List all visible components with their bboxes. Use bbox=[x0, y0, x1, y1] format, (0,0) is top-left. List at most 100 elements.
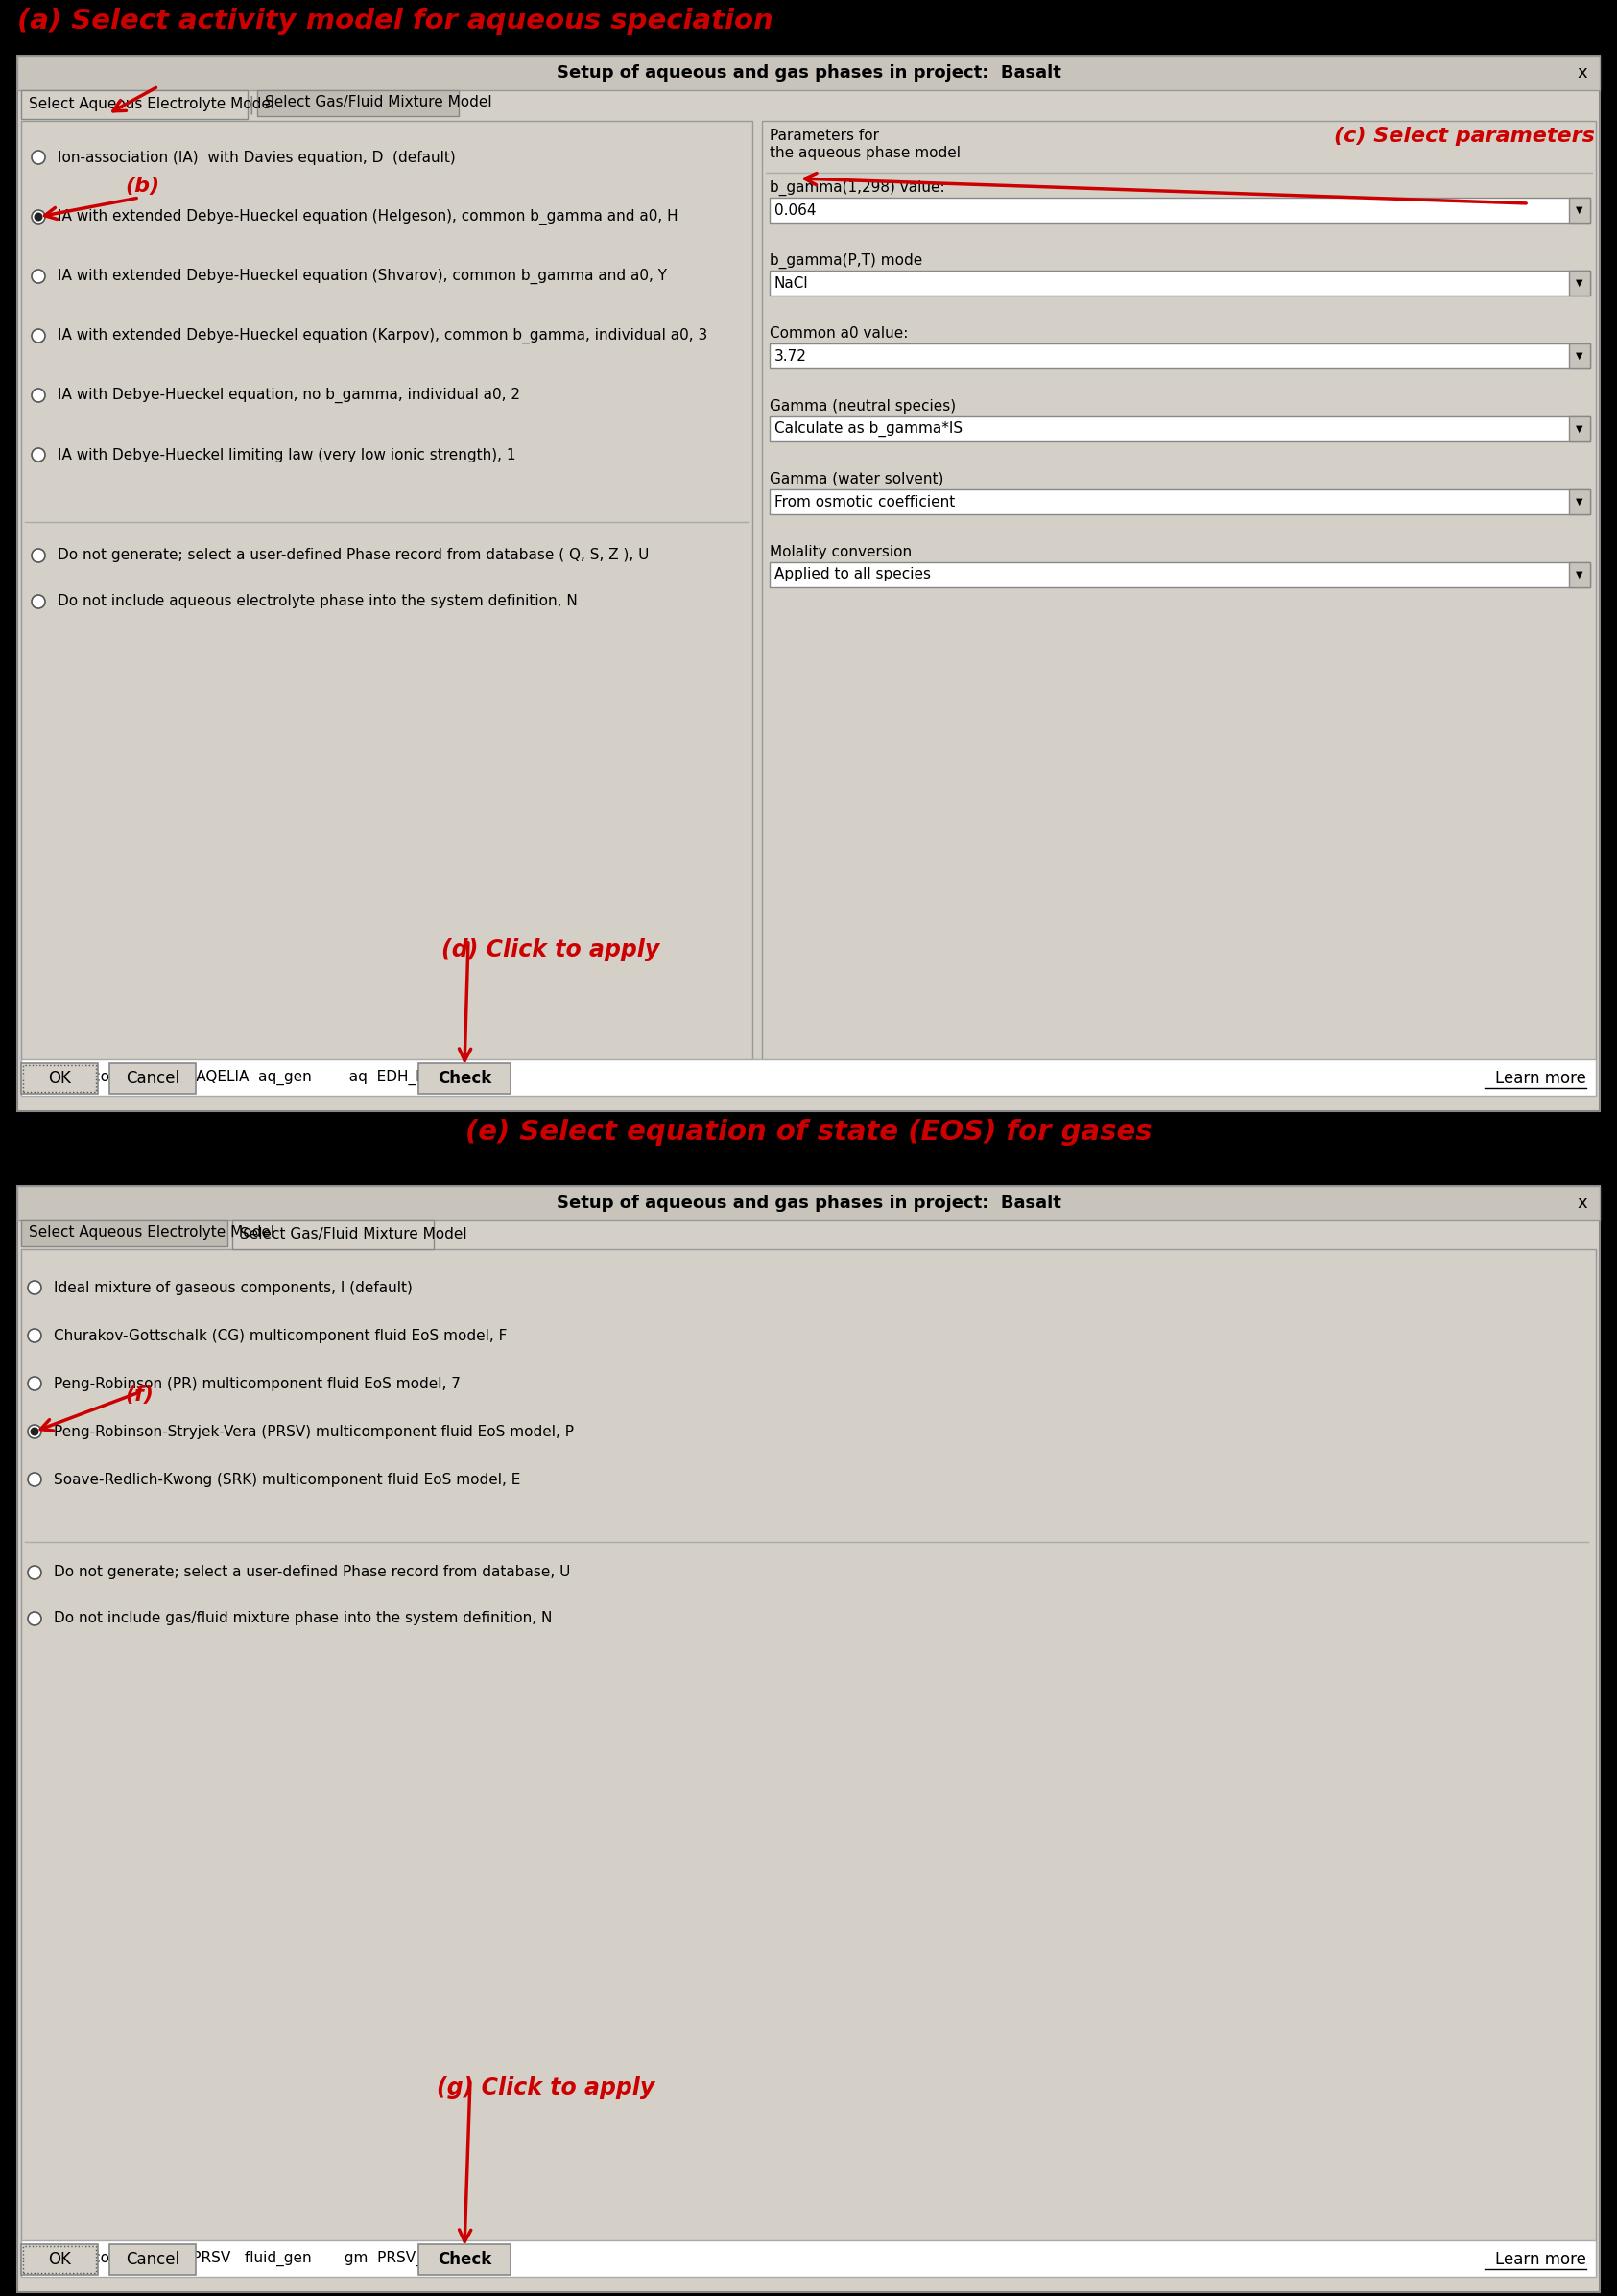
Bar bbox=[21, 90, 247, 119]
Bar bbox=[1568, 197, 1590, 223]
Circle shape bbox=[27, 1329, 42, 1343]
Text: Do not include aqueous electrolyte phase into the system definition, N: Do not include aqueous electrolyte phase… bbox=[58, 595, 577, 608]
Text: IA with Debye-Hueckel limiting law (very low ionic strength), 1: IA with Debye-Hueckel limiting law (very… bbox=[58, 448, 516, 461]
Text: (a) Select activity model for aqueous speciation: (a) Select activity model for aqueous sp… bbox=[18, 7, 773, 34]
Circle shape bbox=[27, 1612, 42, 1626]
Text: Soave-Redlich-Kwong (SRK) multicomponent fluid EoS model, E: Soave-Redlich-Kwong (SRK) multicomponent… bbox=[53, 1472, 521, 1488]
Text: 0.064: 0.064 bbox=[775, 202, 817, 218]
Circle shape bbox=[32, 152, 45, 163]
Bar bbox=[21, 1063, 99, 1093]
Circle shape bbox=[32, 328, 45, 342]
Text: Applied to all species: Applied to all species bbox=[775, 567, 931, 581]
Circle shape bbox=[32, 388, 45, 402]
Text: x: x bbox=[1577, 1194, 1588, 1212]
Bar bbox=[21, 2241, 1596, 2278]
Circle shape bbox=[27, 1281, 42, 1295]
Text: the aqueous phase model: the aqueous phase model bbox=[770, 147, 960, 161]
Text: ▼: ▼ bbox=[1577, 351, 1583, 360]
Text: Select Gas/Fluid Mixture Model: Select Gas/Fluid Mixture Model bbox=[265, 96, 492, 110]
Bar bbox=[419, 1063, 511, 1093]
Text: ▼: ▼ bbox=[1577, 496, 1583, 507]
Text: Select Gas/Fluid Mixture Model: Select Gas/Fluid Mixture Model bbox=[239, 1228, 467, 1242]
Bar bbox=[18, 1187, 1599, 1221]
Text: Common a0 value:: Common a0 value: bbox=[770, 326, 909, 340]
Circle shape bbox=[27, 1378, 42, 1391]
Text: Learn more: Learn more bbox=[1496, 1070, 1586, 1086]
Text: Parameters for: Parameters for bbox=[770, 129, 880, 142]
Text: Peng-Robinson (PR) multicomponent fluid EoS model, 7: Peng-Robinson (PR) multicomponent fluid … bbox=[53, 1375, 461, 1391]
Bar bbox=[23, 2245, 95, 2273]
Circle shape bbox=[34, 214, 42, 220]
Text: Ion-association (IA)  with Davies equation, D  (default): Ion-association (IA) with Davies equatio… bbox=[58, 149, 456, 165]
Bar bbox=[23, 1065, 95, 1093]
Text: Ideal mixture of gaseous components, I (default): Ideal mixture of gaseous components, I (… bbox=[53, 1281, 412, 1295]
Text: (c) Select parameters: (c) Select parameters bbox=[1334, 126, 1594, 147]
Text: x: x bbox=[1577, 64, 1588, 83]
Bar bbox=[257, 90, 459, 117]
Text: Phase record key:   a   AQELIA  aq_gen        aq  EDH_H: Phase record key: a AQELIA aq_gen aq EDH… bbox=[29, 1070, 427, 1086]
Text: Gamma (neutral species): Gamma (neutral species) bbox=[770, 400, 956, 413]
Bar bbox=[110, 1063, 196, 1093]
Text: From osmotic coefficient: From osmotic coefficient bbox=[775, 494, 956, 510]
Text: b_gamma(1,298) value:: b_gamma(1,298) value: bbox=[770, 181, 944, 195]
Text: Do not generate; select a user-defined Phase record from database, U: Do not generate; select a user-defined P… bbox=[53, 1566, 571, 1580]
Circle shape bbox=[32, 595, 45, 608]
Text: Cancel: Cancel bbox=[126, 1070, 179, 1086]
Text: (g) Click to apply: (g) Click to apply bbox=[437, 2076, 655, 2099]
Circle shape bbox=[27, 1472, 42, 1486]
Text: (b): (b) bbox=[125, 177, 160, 195]
Text: NaCl: NaCl bbox=[775, 276, 808, 289]
Circle shape bbox=[32, 448, 45, 461]
Bar bbox=[770, 563, 1590, 588]
Circle shape bbox=[32, 549, 45, 563]
Bar bbox=[21, 1249, 1596, 2243]
Bar bbox=[233, 1221, 433, 1249]
Text: OK: OK bbox=[49, 1070, 71, 1086]
Text: IA with Debye-Hueckel equation, no b_gamma, individual a0, 2: IA with Debye-Hueckel equation, no b_gam… bbox=[58, 388, 521, 404]
Bar bbox=[18, 1187, 1599, 2291]
Text: Setup of aqueous and gas phases in project:  Basalt: Setup of aqueous and gas phases in proje… bbox=[556, 64, 1061, 83]
Bar bbox=[1568, 416, 1590, 441]
Text: (d) Click to apply: (d) Click to apply bbox=[441, 939, 660, 962]
Text: Learn more: Learn more bbox=[1496, 2250, 1586, 2268]
Bar bbox=[770, 416, 1590, 441]
Circle shape bbox=[31, 1428, 39, 1435]
Text: Cancel: Cancel bbox=[126, 2250, 179, 2268]
Text: ▼: ▼ bbox=[1577, 204, 1583, 216]
Text: Do not generate; select a user-defined Phase record from database ( Q, S, Z ), U: Do not generate; select a user-defined P… bbox=[58, 549, 648, 563]
Bar bbox=[21, 2243, 99, 2275]
Text: Check: Check bbox=[438, 2250, 492, 2268]
Bar bbox=[762, 122, 1596, 1061]
Text: OK: OK bbox=[49, 2250, 71, 2268]
Text: ▼: ▼ bbox=[1577, 569, 1583, 579]
Bar bbox=[1568, 344, 1590, 367]
Text: |: | bbox=[249, 94, 254, 115]
Text: Gamma (water solvent): Gamma (water solvent) bbox=[770, 473, 944, 487]
Text: IA with extended Debye-Hueckel equation (Helgeson), common b_gamma and a0, H: IA with extended Debye-Hueckel equation … bbox=[58, 209, 678, 225]
Text: Churakov-Gottschalk (CG) multicomponent fluid EoS model, F: Churakov-Gottschalk (CG) multicomponent … bbox=[53, 1329, 508, 1343]
Text: Setup of aqueous and gas phases in project:  Basalt: Setup of aqueous and gas phases in proje… bbox=[556, 1194, 1061, 1212]
Text: (e) Select equation of state (EOS) for gases: (e) Select equation of state (EOS) for g… bbox=[466, 1118, 1151, 1146]
Text: (f): (f) bbox=[125, 1384, 154, 1405]
Text: b_gamma(P,T) mode: b_gamma(P,T) mode bbox=[770, 253, 922, 269]
Bar bbox=[1568, 563, 1590, 588]
Text: ▼: ▼ bbox=[1577, 425, 1583, 434]
Bar bbox=[21, 122, 752, 1061]
Text: Do not include gas/fluid mixture phase into the system definition, N: Do not include gas/fluid mixture phase i… bbox=[53, 1612, 551, 1626]
Bar bbox=[110, 2243, 196, 2275]
Bar bbox=[770, 489, 1590, 514]
Text: Select Aqueous Electrolyte Model: Select Aqueous Electrolyte Model bbox=[29, 96, 275, 113]
Text: Peng-Robinson-Stryjek-Vera (PRSV) multicomponent fluid EoS model, P: Peng-Robinson-Stryjek-Vera (PRSV) multic… bbox=[53, 1424, 574, 1440]
Text: ▼: ▼ bbox=[1577, 278, 1583, 287]
Text: Select Aqueous Electrolyte Model: Select Aqueous Electrolyte Model bbox=[29, 1226, 275, 1240]
Text: IA with extended Debye-Hueckel equation (Shvarov), common b_gamma and a0, Y: IA with extended Debye-Hueckel equation … bbox=[58, 269, 666, 285]
Circle shape bbox=[27, 1566, 42, 1580]
Bar bbox=[770, 344, 1590, 367]
Bar bbox=[21, 1058, 1596, 1095]
Bar bbox=[1568, 489, 1590, 514]
Text: IA with extended Debye-Hueckel equation (Karpov), common b_gamma, individual a0,: IA with extended Debye-Hueckel equation … bbox=[58, 328, 708, 344]
Bar bbox=[770, 197, 1590, 223]
Text: Calculate as b_gamma*IS: Calculate as b_gamma*IS bbox=[775, 420, 962, 436]
Bar bbox=[21, 1221, 228, 1247]
Bar bbox=[18, 55, 1599, 1111]
